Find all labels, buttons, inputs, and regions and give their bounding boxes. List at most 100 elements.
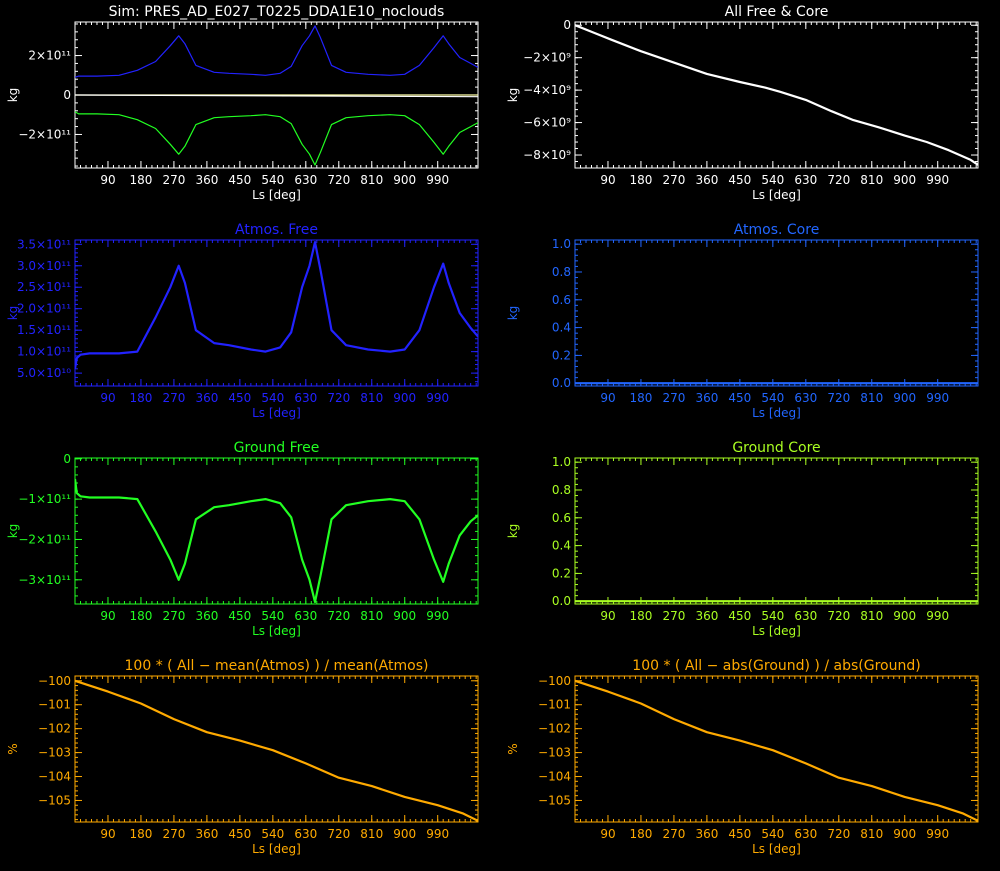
x-tick-label: 90: [600, 827, 615, 841]
y-tick-label: −103: [538, 746, 571, 760]
chart-title: 100 * ( All − mean(Atmos) ) / mean(Atmos…: [125, 658, 429, 674]
y-tick-label: −104: [38, 770, 71, 784]
chart-title: Atmos. Core: [734, 222, 820, 238]
y-tick-label: 0.4: [552, 321, 571, 335]
plot-frame: [574, 457, 979, 605]
y-axis-label: kg: [6, 88, 20, 103]
x-tick-label: 810: [360, 391, 383, 405]
x-tick-label: 810: [360, 609, 383, 623]
x-tick-label: 450: [228, 609, 251, 623]
x-tick-label: 810: [860, 391, 883, 405]
x-tick-label: 450: [728, 391, 751, 405]
y-tick-label: −1×10¹¹: [18, 492, 71, 506]
chart-panel-p3: Atmos. Free 90 180 270 360 450 540 630 720 810 900…: [6, 222, 479, 420]
x-tick-label: 630: [794, 391, 817, 405]
x-tick-label: 900: [393, 827, 416, 841]
x-tick-label: 180: [629, 391, 652, 405]
x-tick-label: 270: [662, 827, 685, 841]
y-tick-label: 0: [563, 18, 571, 32]
x-tick-label: 360: [695, 827, 718, 841]
x-tick-label: 180: [129, 173, 152, 187]
x-tick-label: 450: [728, 827, 751, 841]
x-tick-label: 630: [794, 827, 817, 841]
y-tick-label: 0.0: [552, 376, 571, 390]
x-tick-label: 90: [100, 827, 115, 841]
x-tick-label: 90: [600, 391, 615, 405]
x-tick-label: 180: [629, 173, 652, 187]
x-tick-label: 810: [360, 173, 383, 187]
x-tick-label: 450: [228, 173, 251, 187]
x-tick-label: 810: [860, 609, 883, 623]
x-tick-label: 720: [827, 173, 850, 187]
y-tick-label: −101: [538, 698, 571, 712]
plot-frame: [574, 239, 979, 387]
x-tick-label: 540: [761, 827, 784, 841]
y-tick-label: 0.4: [552, 539, 571, 553]
series-line-3: [75, 94, 478, 98]
x-tick-label: 810: [860, 173, 883, 187]
x-axis-label: Ls [deg]: [752, 406, 801, 420]
chart-panel-p1: Sim: PRES_AD_E027_T0225_DDA1E10_noclouds…: [6, 4, 479, 202]
x-tick-label: 990: [426, 173, 449, 187]
y-tick-label: −8×10⁹: [523, 148, 571, 162]
y-tick-label: −101: [38, 698, 71, 712]
y-tick-label: 0.0: [552, 594, 571, 608]
x-tick-label: 270: [162, 391, 185, 405]
chart-title: 100 * ( All − abs(Ground) ) / abs(Ground…: [632, 658, 920, 674]
y-tick-label: 3.5×10¹¹: [17, 237, 71, 251]
y-tick-label: −102: [38, 722, 71, 736]
x-tick-label: 270: [662, 173, 685, 187]
x-tick-label: 720: [827, 827, 850, 841]
y-tick-label: 0: [63, 452, 71, 466]
x-tick-label: 990: [926, 827, 949, 841]
series-line-0: [575, 679, 978, 822]
series-line-0: [575, 24, 978, 166]
x-axis-label: Ls [deg]: [252, 624, 301, 638]
series-line-0: [75, 679, 478, 822]
x-tick-label: 360: [695, 609, 718, 623]
series-line-0: [75, 25, 478, 78]
y-tick-label: −2×10⁹: [523, 51, 571, 65]
x-tick-label: 450: [728, 173, 751, 187]
x-tick-label: 630: [794, 609, 817, 623]
x-tick-label: 900: [893, 827, 916, 841]
x-tick-label: 900: [393, 609, 416, 623]
x-tick-label: 990: [926, 391, 949, 405]
chart-title: Ground Core: [732, 440, 820, 456]
x-tick-label: 90: [600, 173, 615, 187]
plot-frame: [74, 675, 479, 823]
x-tick-label: 180: [129, 827, 152, 841]
x-tick-label: 990: [426, 609, 449, 623]
x-tick-label: 360: [195, 827, 218, 841]
y-tick-label: 0.6: [552, 511, 571, 525]
y-tick-label: −100: [538, 674, 571, 688]
y-tick-label: 1.5×10¹¹: [17, 323, 71, 337]
chart-panel-p5: Ground Free 90 180 270 360 450 540 630 720 810 900…: [6, 440, 479, 638]
chart-panel-p7: 100 * ( All − mean(Atmos) ) / mean(Atmos…: [6, 658, 479, 856]
chart-panel-p8: 100 * ( All − abs(Ground) ) / abs(Ground…: [506, 658, 979, 856]
plot-frame: [574, 21, 979, 169]
x-tick-label: 810: [360, 827, 383, 841]
y-axis-label: kg: [506, 306, 520, 321]
x-tick-label: 900: [393, 173, 416, 187]
y-tick-label: −104: [538, 770, 571, 784]
y-tick-label: −105: [538, 793, 571, 807]
y-tick-label: 1.0: [552, 237, 571, 251]
x-tick-label: 360: [195, 609, 218, 623]
x-tick-label: 720: [827, 391, 850, 405]
x-tick-label: 630: [294, 827, 317, 841]
x-tick-label: 360: [195, 391, 218, 405]
x-tick-label: 270: [162, 173, 185, 187]
x-axis-label: Ls [deg]: [252, 188, 301, 202]
x-tick-label: 540: [761, 173, 784, 187]
y-tick-label: 0.8: [552, 265, 571, 279]
x-tick-label: 630: [294, 609, 317, 623]
chart-title: All Free & Core: [725, 4, 829, 20]
y-tick-label: 0.2: [552, 566, 571, 580]
y-axis-label: kg: [6, 306, 20, 321]
y-tick-label: 0.6: [552, 293, 571, 307]
x-axis-label: Ls [deg]: [252, 842, 301, 856]
series-line-0: [75, 241, 478, 369]
x-tick-label: 540: [261, 173, 284, 187]
